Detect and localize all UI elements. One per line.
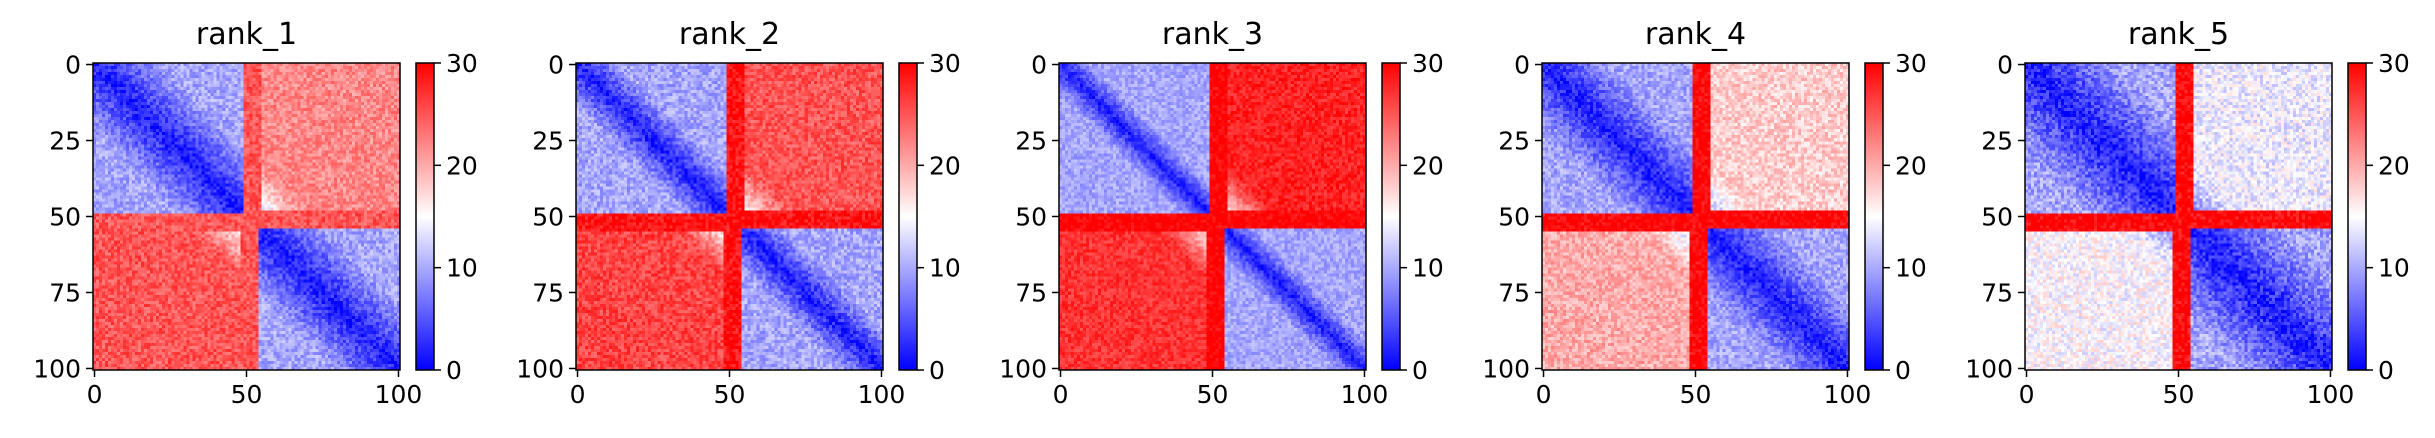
colorbar-frame bbox=[898, 62, 918, 371]
colorbar bbox=[2348, 63, 2366, 370]
y-tick-label: 100 bbox=[1965, 354, 2013, 383]
y-tick-label: 50 bbox=[49, 203, 81, 232]
y-tick-label: 75 bbox=[532, 278, 564, 307]
y-tick-label: 0 bbox=[1031, 51, 1047, 80]
y-tick-label: 0 bbox=[548, 51, 564, 80]
heatmap-canvas bbox=[2025, 63, 2332, 370]
y-tick-label: 75 bbox=[1981, 278, 2013, 307]
y-tick-label: 0 bbox=[65, 51, 81, 80]
y-tick-label: 50 bbox=[532, 203, 564, 232]
colorbar bbox=[1865, 63, 1883, 370]
x-tick-label: 0 bbox=[87, 380, 103, 409]
y-tick-label: 100 bbox=[33, 354, 81, 383]
heatmap-image bbox=[1542, 63, 1849, 370]
panel-title: rank_2 bbox=[679, 17, 780, 52]
colorbar-frame bbox=[1381, 62, 1401, 371]
colorbar-tick-label: 30 bbox=[1412, 49, 1444, 78]
colorbar-tick-label: 0 bbox=[929, 356, 945, 385]
x-tick-label: 0 bbox=[1536, 380, 1552, 409]
colorbar-tick-label: 30 bbox=[929, 49, 961, 78]
colorbar bbox=[1382, 63, 1400, 370]
colorbar bbox=[416, 63, 434, 370]
colorbar bbox=[899, 63, 917, 370]
y-tick-label: 25 bbox=[1981, 127, 2013, 156]
colorbar-frame bbox=[1864, 62, 1884, 371]
x-tick-label: 100 bbox=[1824, 380, 1872, 409]
heatmap-image bbox=[1059, 63, 1366, 370]
panel-title: rank_3 bbox=[1162, 17, 1263, 52]
heatmap-image bbox=[2025, 63, 2332, 370]
x-tick-label: 0 bbox=[1053, 380, 1069, 409]
x-tick-label: 50 bbox=[714, 380, 746, 409]
y-tick-label: 100 bbox=[999, 354, 1047, 383]
colorbar-tick-label: 10 bbox=[2378, 254, 2410, 283]
y-tick-label: 50 bbox=[1498, 203, 1530, 232]
x-tick-label: 50 bbox=[1680, 380, 1712, 409]
heatmap-canvas bbox=[1059, 63, 1366, 370]
heatmap-image bbox=[93, 63, 400, 370]
y-tick-label: 25 bbox=[49, 127, 81, 156]
x-tick-label: 0 bbox=[570, 380, 586, 409]
y-tick-label: 100 bbox=[516, 354, 564, 383]
colorbar-frame bbox=[415, 62, 435, 371]
y-tick-label: 25 bbox=[1498, 127, 1530, 156]
heatmap-canvas bbox=[93, 63, 400, 370]
y-tick-label: 75 bbox=[1015, 278, 1047, 307]
x-tick-label: 0 bbox=[2019, 380, 2035, 409]
y-tick-label: 75 bbox=[49, 278, 81, 307]
panel-title: rank_4 bbox=[1645, 17, 1746, 52]
heatmap-canvas bbox=[576, 63, 883, 370]
colorbar-tick-label: 20 bbox=[929, 151, 961, 180]
colorbar-tick-label: 10 bbox=[929, 254, 961, 283]
y-tick-label: 100 bbox=[1482, 354, 1530, 383]
heatmap-canvas bbox=[1542, 63, 1849, 370]
y-tick-label: 75 bbox=[1498, 278, 1530, 307]
colorbar-tick-label: 0 bbox=[1895, 356, 1911, 385]
colorbar-tick-label: 20 bbox=[2378, 151, 2410, 180]
colorbar-tick-label: 30 bbox=[446, 49, 478, 78]
x-tick-label: 50 bbox=[2163, 380, 2195, 409]
x-tick-label: 50 bbox=[1197, 380, 1229, 409]
colorbar-tick-label: 20 bbox=[1895, 151, 1927, 180]
x-tick-label: 100 bbox=[2307, 380, 2355, 409]
y-tick-label: 25 bbox=[532, 127, 564, 156]
x-tick-label: 100 bbox=[1341, 380, 1389, 409]
colorbar-tick-label: 20 bbox=[446, 151, 478, 180]
y-tick-label: 25 bbox=[1015, 127, 1047, 156]
y-tick-label: 50 bbox=[1981, 203, 2013, 232]
colorbar-tick-label: 30 bbox=[1895, 49, 1927, 78]
panel-title: rank_1 bbox=[196, 17, 297, 52]
colorbar-tick-label: 10 bbox=[1895, 254, 1927, 283]
y-tick-label: 0 bbox=[1514, 51, 1530, 80]
colorbar-frame bbox=[2347, 62, 2367, 371]
colorbar-tick-label: 0 bbox=[1412, 356, 1428, 385]
panel-title: rank_5 bbox=[2128, 17, 2229, 52]
colorbar-tick-label: 10 bbox=[446, 254, 478, 283]
x-tick-label: 100 bbox=[375, 380, 423, 409]
x-tick-label: 50 bbox=[231, 380, 263, 409]
x-tick-label: 100 bbox=[858, 380, 906, 409]
colorbar-tick-label: 0 bbox=[446, 356, 462, 385]
colorbar-tick-label: 0 bbox=[2378, 356, 2394, 385]
heatmap-image bbox=[576, 63, 883, 370]
colorbar-tick-label: 20 bbox=[1412, 151, 1444, 180]
colorbar-tick-label: 10 bbox=[1412, 254, 1444, 283]
colorbar-tick-label: 30 bbox=[2378, 49, 2410, 78]
y-tick-label: 50 bbox=[1015, 203, 1047, 232]
y-tick-label: 0 bbox=[1997, 51, 2013, 80]
